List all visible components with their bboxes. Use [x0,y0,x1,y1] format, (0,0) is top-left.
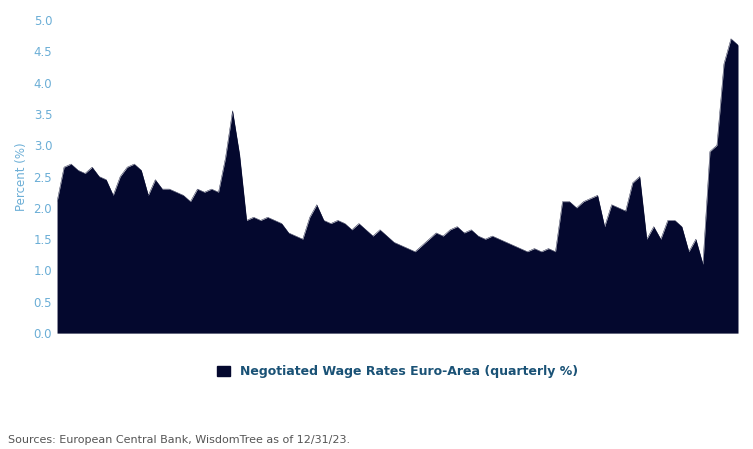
Legend: Negotiated Wage Rates Euro-Area (quarterly %): Negotiated Wage Rates Euro-Area (quarter… [212,360,583,383]
Text: Sources: European Central Bank, WisdomTree as of 12/31/23.: Sources: European Central Bank, WisdomTr… [8,435,349,445]
Y-axis label: Percent (%): Percent (%) [15,142,28,211]
